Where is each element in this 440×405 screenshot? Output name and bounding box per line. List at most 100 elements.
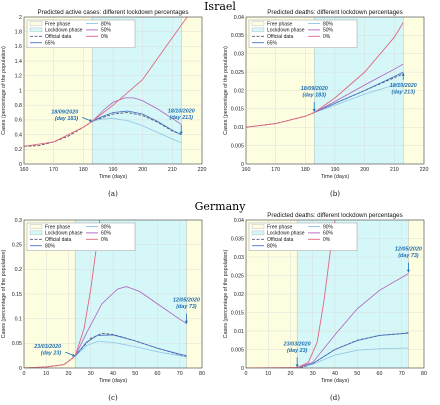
y-tick-label: 0.03	[234, 255, 244, 261]
legend-swatch-lockdown	[29, 27, 43, 33]
x-tick-label: 210	[390, 167, 399, 173]
annotation-arrow-head	[312, 109, 316, 112]
annotation-date: 18/10/2020	[390, 83, 417, 89]
legend-label: 50%	[323, 28, 334, 34]
chart-panel-2: 0 0.05 0.1 0.15 0.2 0.25 0.3 0 10 20 30 40 50 60 70 80 T…	[1, 218, 205, 402]
x-tick-label: 160	[242, 167, 251, 173]
annotation-date: 18/09/2020	[301, 86, 328, 92]
legend-label: 80%	[267, 244, 278, 250]
x-tick-label: 190	[331, 167, 340, 173]
y-tick-label: 0.01	[234, 125, 244, 131]
legend-box	[248, 222, 358, 251]
legend-label: Official data	[45, 34, 72, 40]
y-tick-label: 1	[19, 88, 22, 94]
y-axis-label: Cases (percentage of the population)	[223, 46, 229, 135]
legend-box	[248, 19, 358, 48]
panel-caption: (c)	[108, 394, 118, 402]
legend-swatch-lockdown	[29, 230, 43, 236]
x-tick-label: 20	[288, 371, 294, 377]
x-tick-label: 200	[360, 167, 369, 173]
chart-panel-3: 0 0.005 0.01 0.015 0.02 0.025 0.03 0.035 0.04 0 10…	[223, 212, 427, 402]
x-axis-label: Time (days)	[99, 378, 127, 384]
annotation-arrow-head	[406, 269, 410, 273]
y-tick-label: 0.015	[231, 107, 244, 113]
y-tick-label: 0.02	[234, 292, 244, 298]
panel-caption: (d)	[330, 394, 340, 402]
legend-label: 80%	[45, 244, 56, 250]
x-tick-label: 20	[66, 371, 72, 377]
annotation-date: 12/05/2020	[173, 298, 200, 304]
annotation-day: (day 183)	[55, 116, 79, 122]
y-tick-label: 0.2	[15, 267, 22, 273]
series-line-50-	[314, 63, 404, 113]
annotation-arrow-head	[295, 364, 299, 368]
x-tick-label: 180	[79, 167, 88, 173]
annotation-arrow-head	[89, 118, 93, 122]
x-tick-label: 40	[110, 371, 116, 377]
x-tick-label: 30	[88, 371, 94, 377]
y-tick-label: 0	[19, 162, 22, 168]
x-tick-label: 50	[132, 371, 138, 377]
x-tick-label: 190	[109, 167, 118, 173]
legend-label: Lockdown phase	[267, 231, 305, 237]
x-tick-label: 210	[168, 167, 177, 173]
x-tick-label: 10	[43, 371, 49, 377]
chart-title: Predicted active cases: different lockdo…	[38, 9, 189, 16]
series-line-0-	[246, 22, 404, 128]
annotation-date: 23/03/2020	[283, 341, 311, 347]
y-tick-label: 0.005	[231, 347, 244, 353]
series-line-60-	[297, 273, 409, 368]
annotation-day: (day 73)	[398, 253, 419, 259]
legend-swatch-free	[251, 21, 265, 26]
legend-label: Official data	[267, 237, 294, 243]
annotation-date: 18/09/2020	[51, 109, 78, 115]
y-tick-label: 0.015	[231, 310, 244, 316]
y-tick-label: 1.4	[15, 59, 22, 65]
x-tick-label: 170	[49, 167, 58, 173]
plot-frame	[245, 219, 425, 369]
country-title-germany: Germany	[194, 200, 246, 213]
x-tick-label: 200	[138, 167, 147, 173]
x-tick-label: 80	[421, 371, 427, 377]
y-tick-label: 0.025	[231, 273, 244, 279]
legend-label: Lockdown phase	[267, 28, 305, 34]
legend-label: Lockdown phase	[45, 28, 83, 34]
legend-label: 0%	[323, 237, 331, 243]
y-tick-label: 0	[241, 162, 244, 168]
legend-label: Official data	[45, 237, 72, 243]
y-tick-label: 0.6	[15, 118, 22, 124]
x-axis-label: Time (days)	[321, 378, 349, 384]
legend-label: Free phase	[267, 224, 293, 230]
x-tick-label: 70	[177, 371, 183, 377]
y-axis-label: Cases (percentage of the population)	[1, 46, 7, 135]
legend-swatch-lockdown	[251, 230, 265, 236]
y-tick-label: 0.1	[15, 316, 22, 322]
series-line-80-	[74, 334, 187, 357]
annotation-date: 18/10/2020	[168, 109, 195, 115]
plot-frame	[245, 16, 425, 165]
legend-box	[26, 222, 136, 251]
y-tick-label: 0.005	[231, 143, 244, 149]
series-line-80-	[92, 118, 182, 144]
y-tick-label: 1.2	[15, 74, 22, 80]
panel-caption: (b)	[330, 190, 340, 198]
x-tick-label: 220	[198, 167, 207, 173]
legend-label: 0%	[101, 34, 109, 40]
x-tick-label: 10	[265, 371, 271, 377]
series-line-60-	[74, 286, 187, 357]
x-tick-label: 70	[399, 371, 405, 377]
series-line-80-	[314, 82, 404, 113]
y-tick-label: 0.035	[231, 236, 244, 242]
legend-box	[26, 19, 136, 48]
legend-label: Free phase	[45, 21, 71, 27]
legend-swatch-free	[29, 224, 43, 229]
legend-label: Free phase	[267, 21, 293, 27]
x-tick-label: 60	[155, 371, 161, 377]
annotation-arrow-head	[71, 353, 76, 357]
y-tick-label: 0.04	[234, 218, 244, 224]
annotation-day: (day 213)	[170, 115, 194, 121]
x-tick-label: 40	[332, 371, 338, 377]
legend-label: Lockdown phase	[45, 231, 83, 237]
legend-swatch-free	[29, 21, 43, 26]
legend-swatch-lockdown	[251, 27, 265, 33]
